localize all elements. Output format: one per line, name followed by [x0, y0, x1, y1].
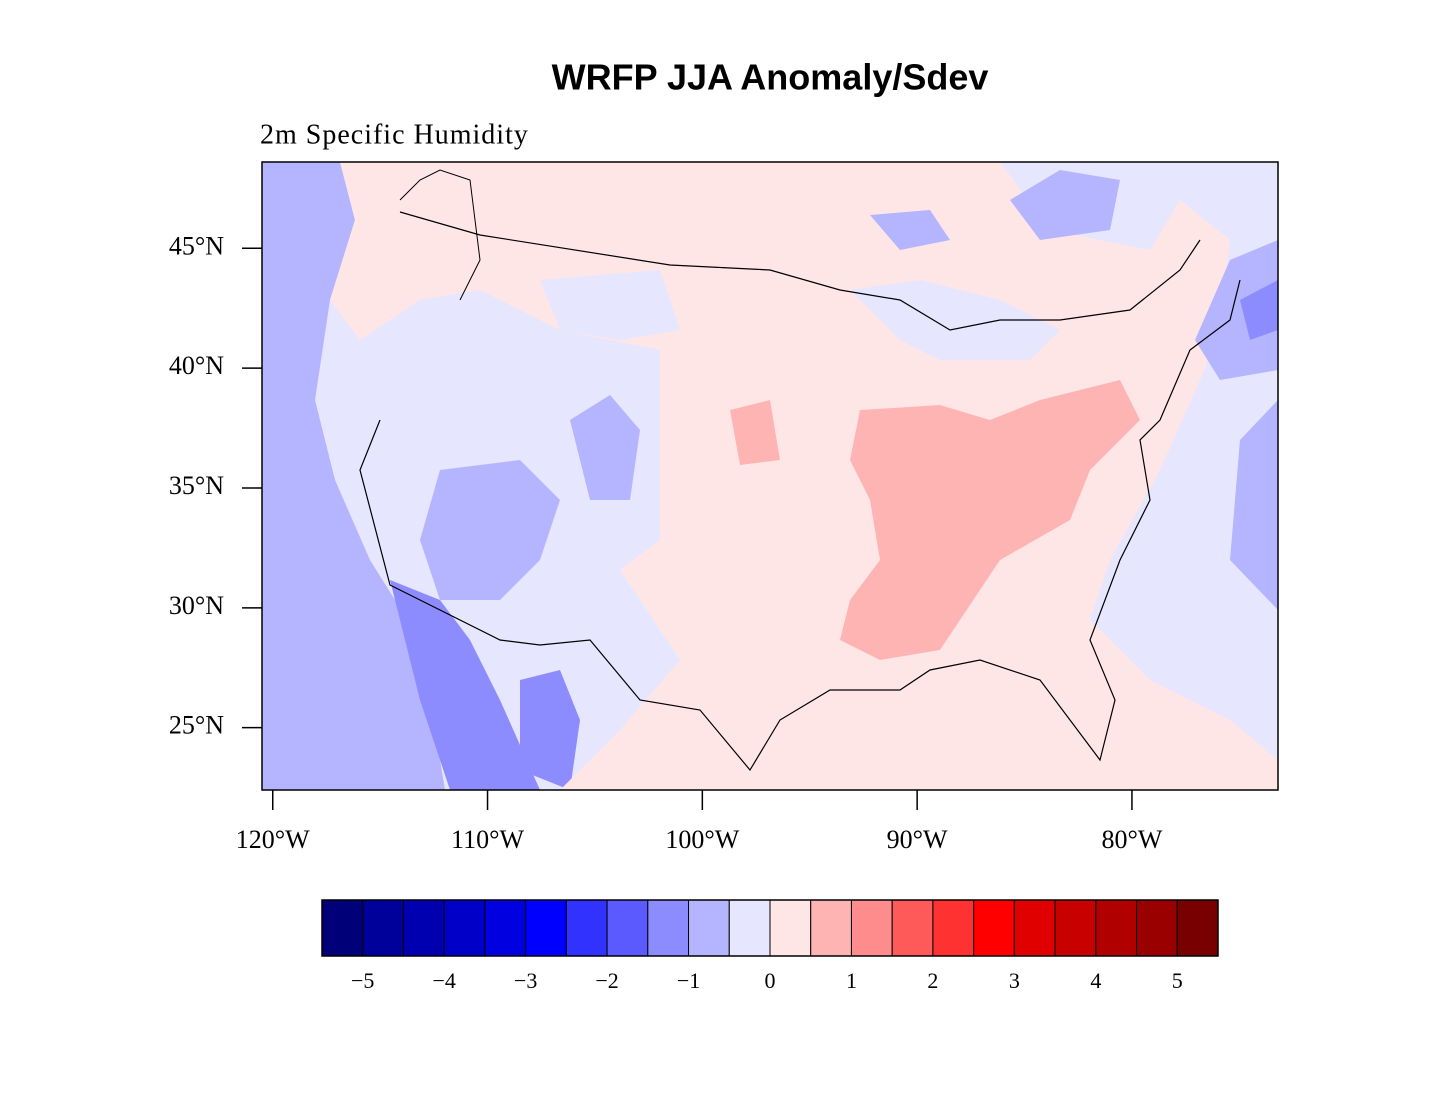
colorbar-label: 2: [927, 968, 938, 993]
colorbar-label: 5: [1172, 968, 1183, 993]
colorbar-box: [606, 899, 649, 957]
y-tick-label: 45°N: [169, 231, 224, 260]
field-region: [1230, 400, 1278, 610]
colorbar-box: [810, 899, 852, 957]
title: WRFP JJA Anomaly/Sdev: [552, 57, 989, 98]
colorbar-box: [484, 899, 527, 957]
field-region: [850, 280, 1060, 360]
colorbar-box: [565, 899, 608, 957]
colorbar-label: −5: [351, 968, 374, 993]
field-region: [420, 460, 560, 600]
y-tick-label: 25°N: [169, 711, 224, 740]
coastline: [359, 211, 1241, 772]
field-region: [730, 400, 780, 465]
colorbar-box: [1013, 899, 1056, 957]
colorbar-box: [647, 899, 690, 957]
field-region: [870, 210, 950, 250]
coastline: [399, 169, 481, 301]
colorbar-box: [321, 899, 364, 957]
map-field: [262, 162, 1278, 790]
x-tick-label: 90°W: [887, 825, 948, 854]
field-region: [390, 580, 540, 790]
colorbar-box: [1136, 899, 1178, 957]
colorbar-label: −4: [432, 968, 455, 993]
colorbar-box: [362, 899, 404, 957]
colorbar-box: [891, 899, 934, 957]
colorbar-label: −3: [514, 968, 537, 993]
field-region: [540, 270, 680, 340]
colorbar-box: [688, 899, 730, 957]
colorbar-frame: [321, 899, 1219, 957]
subtitle: 2m Specific Humidity: [260, 119, 529, 150]
field-region: [1010, 170, 1120, 240]
x-tick-label: 120°W: [236, 825, 310, 854]
colorbar-box: [973, 899, 1015, 957]
map-frame: [261, 161, 1279, 791]
colorbar-box: [769, 899, 812, 957]
colorbar-label: 4: [1090, 968, 1101, 993]
x-tick-label: 110°W: [451, 825, 524, 854]
colorbar-box: [402, 899, 445, 957]
field-region: [1240, 280, 1278, 340]
y-tick-label: 35°N: [169, 471, 224, 500]
field-region: [262, 162, 445, 790]
colorbar-box: [932, 899, 975, 957]
colorbar-box: [728, 899, 771, 957]
x-tick-label: 80°W: [1101, 825, 1162, 854]
colorbar-label: −1: [677, 968, 700, 993]
colorbar-box: [1095, 899, 1138, 957]
colorbar-box: [525, 899, 567, 957]
colorbar-label: −2: [595, 968, 618, 993]
colorbar-box: [1054, 899, 1097, 957]
field-region: [1195, 240, 1278, 380]
colorbar-label: 0: [765, 968, 776, 993]
colorbar-box: [1176, 899, 1219, 957]
colorbar-box: [850, 899, 893, 957]
x-tick-label: 100°W: [665, 825, 739, 854]
field-region: [570, 395, 640, 500]
colorbar-label: 3: [1009, 968, 1020, 993]
colorbar-label: 1: [846, 968, 857, 993]
y-tick-label: 40°N: [169, 351, 224, 380]
field-region: [840, 380, 1140, 660]
y-tick-label: 30°N: [169, 591, 224, 620]
colorbar-box: [443, 899, 486, 957]
field-region: [520, 670, 580, 790]
